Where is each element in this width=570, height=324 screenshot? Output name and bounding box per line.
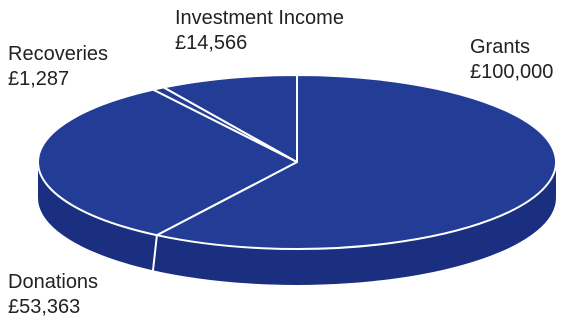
slice-label-donations: Donations £53,363 — [8, 270, 98, 320]
slice-label-name: Recoveries — [8, 42, 108, 67]
slice-label-name: Grants — [470, 35, 553, 60]
slice-label-name: Investment Income — [175, 6, 344, 31]
slice-label-grants: Grants £100,000 — [470, 35, 553, 85]
slice-label-value: £53,363 — [8, 295, 98, 320]
slice-label-investment-income: Investment Income £14,566 — [175, 6, 344, 56]
slice-label-value: £100,000 — [470, 60, 553, 85]
slice-label-value: £1,287 — [8, 67, 108, 92]
slice-label-recoveries: Recoveries £1,287 — [8, 42, 108, 92]
slice-label-value: £14,566 — [175, 31, 344, 56]
slice-label-name: Donations — [8, 270, 98, 295]
